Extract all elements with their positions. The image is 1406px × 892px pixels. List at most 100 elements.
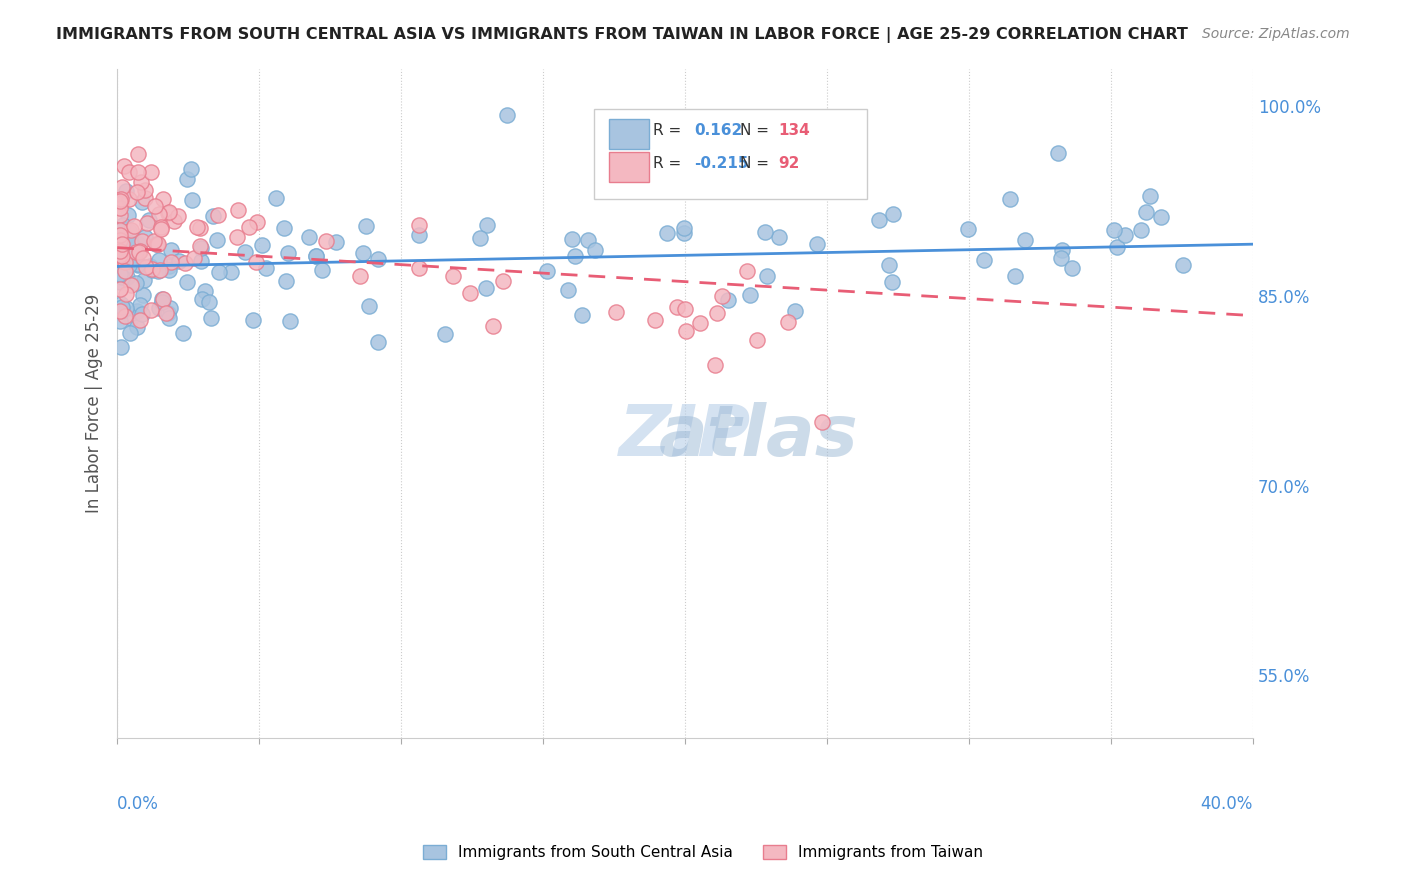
Point	[108, 223, 131, 237]
Point	[755, 268, 778, 283]
Point	[352, 245, 374, 260]
Point	[148, 252, 170, 267]
Point	[783, 304, 806, 318]
Point	[583, 244, 606, 258]
Point	[877, 258, 900, 272]
Point	[1129, 222, 1152, 236]
Point	[180, 161, 202, 176]
Point	[128, 245, 150, 260]
Point	[114, 309, 136, 323]
Point	[136, 216, 159, 230]
Point	[704, 358, 727, 372]
Point	[118, 192, 141, 206]
Point	[245, 254, 267, 268]
Point	[564, 249, 586, 263]
Point	[134, 183, 156, 197]
Point	[768, 230, 790, 244]
Point	[408, 261, 430, 276]
Point	[120, 223, 142, 237]
Point	[304, 249, 326, 263]
Point	[139, 303, 162, 318]
Point	[127, 258, 149, 272]
Point	[118, 237, 141, 252]
Point	[880, 275, 903, 289]
Point	[188, 239, 211, 253]
Point	[408, 218, 430, 232]
Point	[127, 186, 149, 200]
Point	[557, 284, 579, 298]
Point	[673, 301, 696, 316]
Point	[468, 230, 491, 244]
Point	[176, 275, 198, 289]
Point	[129, 313, 152, 327]
Point	[108, 250, 131, 264]
Point	[1114, 228, 1136, 243]
Point	[145, 236, 167, 251]
Point	[152, 192, 174, 206]
Y-axis label: In Labor Force | Age 25-29: In Labor Force | Age 25-29	[86, 293, 103, 513]
Point	[124, 252, 146, 266]
Point	[132, 251, 155, 265]
Point	[146, 236, 169, 251]
Point	[157, 310, 180, 325]
Point	[273, 220, 295, 235]
Point	[202, 209, 225, 223]
Point	[1050, 252, 1073, 266]
Point	[186, 220, 208, 235]
Point	[266, 191, 288, 205]
Point	[108, 194, 131, 209]
Point	[183, 251, 205, 265]
Point	[122, 247, 145, 261]
Point	[1104, 223, 1126, 237]
Point	[131, 194, 153, 209]
Point	[655, 226, 678, 240]
Point	[108, 228, 131, 243]
Point	[114, 255, 136, 269]
Point	[127, 147, 149, 161]
Point	[108, 247, 131, 261]
Point	[157, 306, 180, 320]
Point	[125, 320, 148, 334]
Point	[139, 260, 162, 274]
Point	[150, 294, 173, 309]
Point	[108, 283, 131, 297]
Point	[672, 226, 695, 240]
Point	[110, 297, 132, 311]
Point	[114, 301, 136, 315]
Point	[112, 249, 135, 263]
Point	[706, 306, 728, 320]
Point	[973, 253, 995, 268]
Point	[125, 304, 148, 318]
Point	[127, 165, 149, 179]
Point	[297, 230, 319, 244]
Point	[114, 184, 136, 198]
Point	[118, 235, 141, 250]
Point	[111, 180, 134, 194]
Point	[139, 165, 162, 179]
Point	[115, 287, 138, 301]
Text: IMMIGRANTS FROM SOUTH CENTRAL ASIA VS IMMIGRANTS FROM TAIWAN IN LABOR FORCE | AG: IMMIGRANTS FROM SOUTH CENTRAL ASIA VS IM…	[56, 27, 1188, 43]
Point	[108, 208, 131, 222]
Text: -0.215: -0.215	[695, 156, 748, 171]
Point	[408, 227, 430, 242]
Point	[110, 249, 132, 263]
Point	[188, 221, 211, 235]
Point	[190, 241, 212, 255]
Point	[122, 219, 145, 234]
Point	[120, 278, 142, 293]
Point	[173, 256, 195, 270]
Point	[717, 293, 740, 307]
Point	[662, 166, 685, 180]
Point	[131, 307, 153, 321]
Point	[672, 221, 695, 235]
Point	[665, 300, 688, 314]
Point	[349, 268, 371, 283]
Point	[492, 274, 515, 288]
Point	[1150, 211, 1173, 225]
Point	[311, 263, 333, 277]
Point	[1105, 240, 1128, 254]
Point	[675, 324, 697, 338]
Point	[152, 292, 174, 306]
Point	[132, 288, 155, 302]
Point	[644, 313, 666, 327]
